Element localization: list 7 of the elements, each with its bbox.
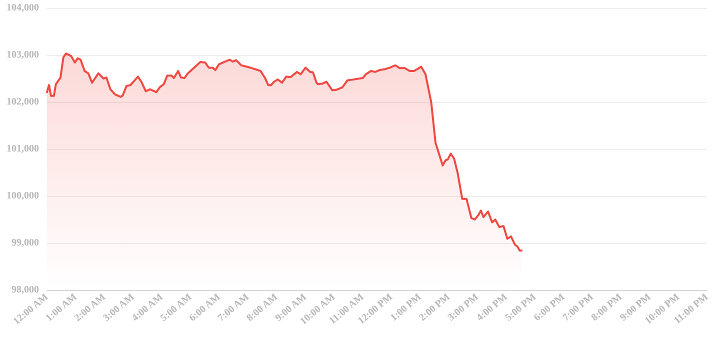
y-tick-label: 103,000 <box>6 50 39 60</box>
y-tick-label: 102,000 <box>6 96 39 108</box>
y-tick-label: 101,000 <box>6 144 39 154</box>
y-tick-label: 100,000 <box>6 190 39 202</box>
y-tick-label: 99,000 <box>12 238 39 248</box>
y-tick-label: 98,000 <box>12 284 39 296</box>
y-tick-label: 104,000 <box>6 2 39 14</box>
